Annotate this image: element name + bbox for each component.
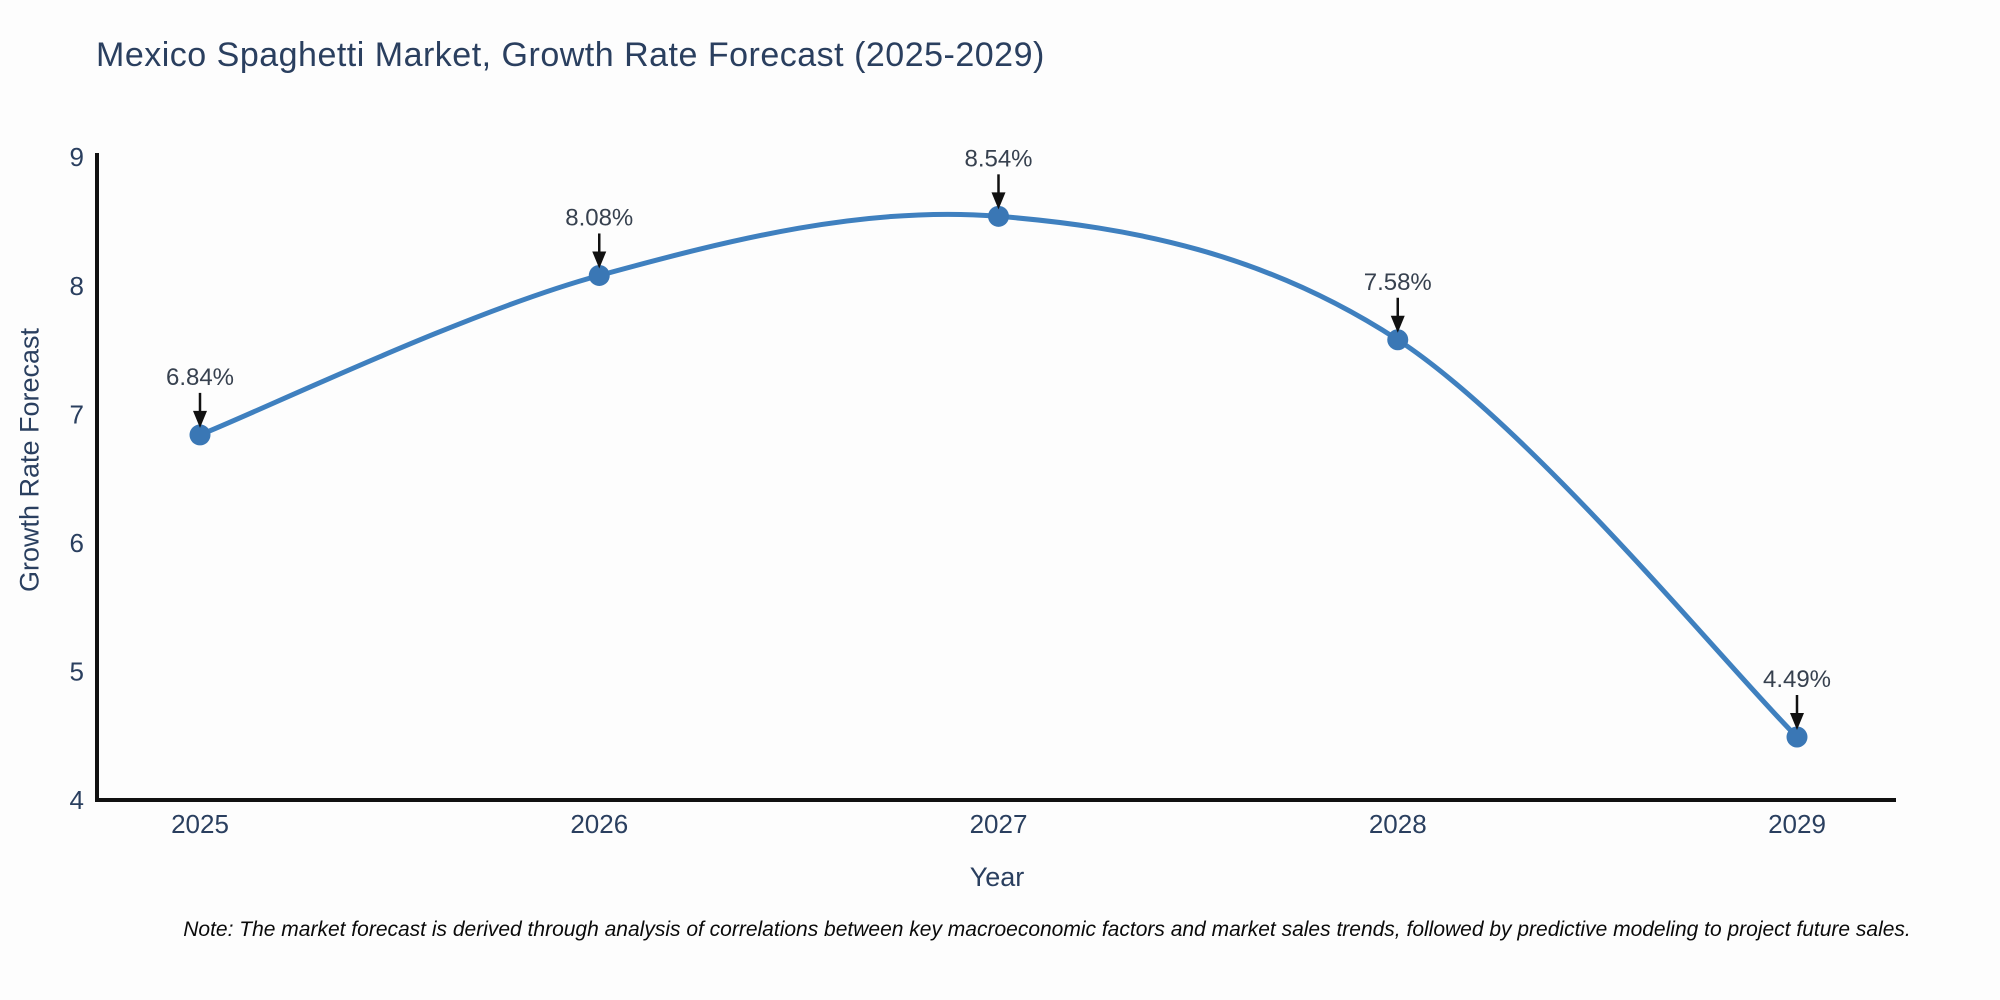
y-tick-label: 7: [70, 399, 84, 429]
data-point-marker: [1387, 329, 1409, 351]
data-point-marker: [588, 264, 610, 286]
x-tick-label: 2025: [171, 809, 229, 839]
y-tick-label: 9: [70, 142, 84, 172]
y-tick-label: 6: [70, 528, 84, 558]
chart-title: Mexico Spaghetti Market, Growth Rate For…: [96, 36, 1045, 74]
y-tick-label: 4: [70, 785, 84, 815]
x-tick-label: 2028: [1369, 809, 1427, 839]
x-tick-label: 2027: [970, 809, 1028, 839]
data-point-marker: [189, 424, 211, 446]
series-line: [197, 211, 1800, 740]
data-point-label: 7.58%: [1364, 269, 1432, 296]
footnote: Note: The market forecast is derived thr…: [183, 918, 1911, 941]
annotation-arrowhead: [193, 410, 207, 428]
y-tick-label: 8: [70, 271, 84, 301]
x-tick-label: 2029: [1768, 809, 1826, 839]
y-tick-label: 5: [70, 656, 84, 686]
annotation-arrowhead: [592, 251, 607, 269]
data-point-label: 6.84%: [166, 364, 234, 391]
annotation-arrowhead: [1390, 315, 1405, 333]
data-point-label: 4.49%: [1763, 666, 1831, 693]
data-point-marker: [988, 205, 1009, 227]
x-tick-label: 2026: [570, 809, 628, 839]
x-axis-title: Year: [969, 862, 1025, 892]
annotation-arrowhead: [991, 192, 1006, 210]
data-point-label: 8.54%: [964, 145, 1032, 172]
annotation-arrowhead: [1790, 713, 1804, 731]
data-point-label: 8.08%: [565, 204, 633, 231]
data-point-marker: [1786, 726, 1808, 748]
